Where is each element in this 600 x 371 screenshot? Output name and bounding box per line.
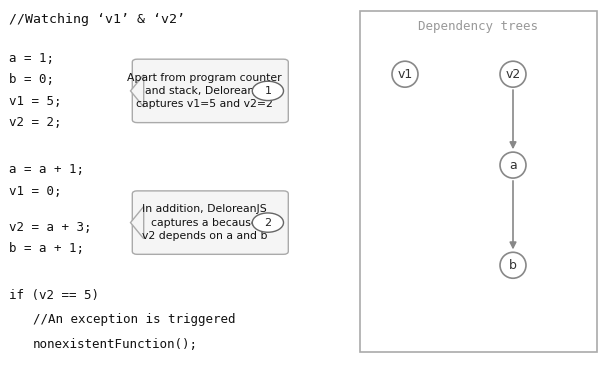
Ellipse shape — [500, 152, 526, 178]
Text: //Watching ‘v1’ & ‘v2’: //Watching ‘v1’ & ‘v2’ — [9, 13, 185, 26]
Text: a = a + 1;: a = a + 1; — [9, 163, 84, 176]
Text: b = a + 1;: b = a + 1; — [9, 242, 84, 255]
Polygon shape — [145, 77, 151, 105]
Text: a = 1;: a = 1; — [9, 52, 54, 65]
Text: Dependency trees: Dependency trees — [419, 20, 539, 33]
Ellipse shape — [392, 61, 418, 87]
Text: v1: v1 — [397, 68, 413, 81]
Polygon shape — [145, 209, 151, 237]
Circle shape — [252, 81, 284, 101]
Ellipse shape — [500, 252, 526, 278]
Text: v1 = 5;: v1 = 5; — [9, 95, 62, 108]
Text: //An exception is triggered: //An exception is triggered — [33, 313, 235, 326]
Text: v1 = 0;: v1 = 0; — [9, 185, 62, 198]
Text: a: a — [509, 158, 517, 172]
Text: In addition, DeloreanJS
captures a because
v2 depends on a and b: In addition, DeloreanJS captures a becau… — [142, 204, 267, 241]
Polygon shape — [130, 75, 144, 107]
Text: v2 = 2;: v2 = 2; — [9, 116, 62, 129]
Circle shape — [252, 213, 284, 232]
Text: b: b — [509, 259, 517, 272]
FancyBboxPatch shape — [132, 59, 289, 122]
Text: Apart from program counter
and stack, DeloreanJS
captures v1=5 and v2=2: Apart from program counter and stack, De… — [127, 73, 281, 109]
FancyBboxPatch shape — [360, 11, 597, 352]
Text: 2: 2 — [265, 218, 271, 227]
Ellipse shape — [500, 61, 526, 87]
Text: nonexistentFunction();: nonexistentFunction(); — [33, 338, 198, 351]
Polygon shape — [130, 207, 144, 239]
FancyBboxPatch shape — [132, 191, 289, 255]
Text: if (v2 == 5): if (v2 == 5) — [9, 289, 99, 302]
Text: v2 = a + 3;: v2 = a + 3; — [9, 221, 91, 234]
Text: b = 0;: b = 0; — [9, 73, 54, 86]
Text: 1: 1 — [265, 86, 271, 96]
Text: v2: v2 — [505, 68, 521, 81]
